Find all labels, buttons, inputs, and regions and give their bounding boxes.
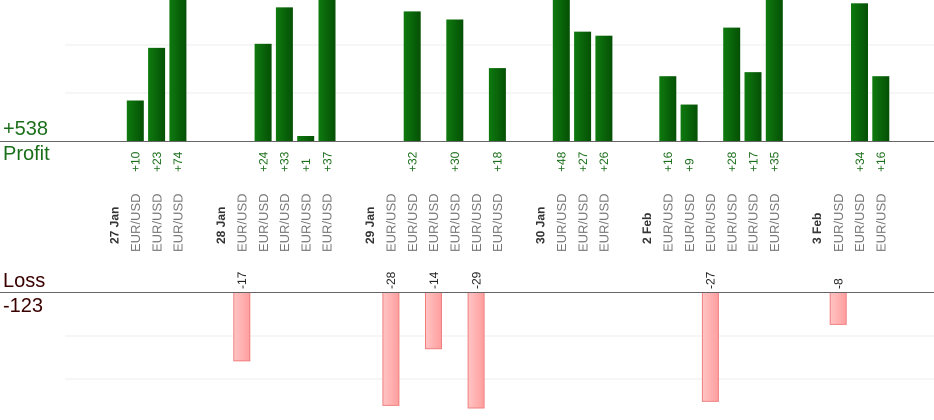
profit-value-label: +30 bbox=[448, 151, 462, 172]
profit-bar bbox=[126, 100, 144, 141]
loss-value-label: -14 bbox=[427, 271, 441, 289]
profit-value-label: +33 bbox=[278, 151, 292, 172]
profit-bar bbox=[872, 76, 890, 141]
profit-bar bbox=[403, 11, 421, 142]
loss-value-label: -27 bbox=[704, 271, 718, 289]
date-label: 3 Feb bbox=[810, 213, 824, 244]
pair-label: EUR/USD bbox=[298, 193, 313, 252]
profit-bar bbox=[169, 0, 187, 141]
date-label: 27 Jan bbox=[107, 207, 121, 244]
profit-bar bbox=[744, 72, 762, 141]
pair-label: EUR/USD bbox=[873, 193, 888, 252]
profit-value-label: +10 bbox=[129, 151, 143, 172]
profit-bar bbox=[148, 47, 166, 141]
profit-value-label: +32 bbox=[406, 151, 420, 172]
profit-value-label: +16 bbox=[661, 151, 675, 172]
profit-value-label: +24 bbox=[256, 151, 270, 172]
pair-label: EUR/USD bbox=[831, 193, 846, 252]
profit-value-label: +28 bbox=[725, 151, 739, 172]
pair-label: EUR/USD bbox=[277, 193, 292, 252]
loss-bar bbox=[829, 292, 847, 325]
pair-label: EUR/USD bbox=[149, 193, 164, 252]
grid-lines bbox=[65, 44, 934, 380]
profit-value-label: +17 bbox=[746, 151, 760, 172]
pair-label: EUR/USD bbox=[703, 193, 718, 252]
bars bbox=[126, 0, 890, 409]
profit-value-label: +35 bbox=[768, 151, 782, 172]
profit-bar bbox=[275, 7, 293, 141]
pair-label: EUR/USD bbox=[320, 193, 335, 252]
pair-label: EUR/USD bbox=[447, 193, 462, 252]
loss-bar bbox=[382, 292, 400, 406]
pair-label: EUR/USD bbox=[597, 193, 612, 252]
profit-bar bbox=[723, 27, 741, 142]
profit-bar bbox=[851, 3, 868, 141]
pair-label: EUR/USD bbox=[234, 193, 249, 252]
date-label: 29 Jan bbox=[363, 207, 377, 244]
loss-bar bbox=[701, 292, 719, 402]
profit-bar bbox=[552, 0, 570, 141]
pair-label: EUR/USD bbox=[171, 193, 186, 252]
profit-value-label: +48 bbox=[555, 151, 569, 172]
profit-bar bbox=[297, 136, 315, 141]
profit-total: +538 bbox=[3, 118, 49, 140]
pair-label: EUR/USD bbox=[490, 193, 505, 252]
loss-value-label: -28 bbox=[384, 271, 398, 289]
date-label: 2 Feb bbox=[640, 213, 654, 244]
labels: 27 Jan EUR/USD +10 EUR/USD +23 EUR/USD +74 28 J… bbox=[107, 151, 888, 289]
pair-label: EUR/USD bbox=[554, 193, 569, 252]
profit-bar bbox=[659, 76, 677, 141]
loss-value-label: -8 bbox=[832, 278, 846, 289]
loss-label: Loss bbox=[3, 270, 46, 292]
profit-bar bbox=[318, 0, 336, 141]
pair-label: EUR/USD bbox=[426, 193, 441, 252]
date-label: 28 Jan bbox=[214, 207, 228, 244]
profit-value-label: +37 bbox=[320, 151, 334, 172]
pair-label: EUR/USD bbox=[575, 193, 590, 252]
profit-bar bbox=[574, 31, 592, 141]
profit-bar bbox=[446, 19, 464, 141]
pair-label: EUR/USD bbox=[128, 193, 143, 252]
profit-value-label: +34 bbox=[853, 151, 867, 172]
profit-bar bbox=[254, 43, 272, 141]
profit-bar bbox=[595, 35, 613, 142]
pair-label: EUR/USD bbox=[405, 193, 420, 252]
pair-label: EUR/USD bbox=[852, 193, 867, 252]
profit-bar bbox=[680, 104, 698, 141]
profit-label: Profit bbox=[3, 143, 50, 165]
pair-label: EUR/USD bbox=[469, 193, 484, 252]
loss-value-label: -17 bbox=[235, 271, 249, 289]
pair-label: EUR/USD bbox=[384, 193, 399, 252]
profit-value-label: +1 bbox=[299, 158, 313, 172]
profit-value-label: +23 bbox=[150, 151, 164, 172]
profit-value-label: +18 bbox=[491, 151, 505, 172]
pair-label: EUR/USD bbox=[660, 193, 675, 252]
loss-bar bbox=[425, 292, 442, 350]
pair-label: EUR/USD bbox=[724, 193, 739, 252]
loss-value-label: -29 bbox=[469, 271, 483, 289]
pair-label: EUR/USD bbox=[746, 193, 761, 252]
loss-bar bbox=[467, 292, 485, 409]
profit-value-label: +27 bbox=[576, 151, 590, 172]
pair-label: EUR/USD bbox=[256, 193, 271, 252]
loss-total: -123 bbox=[3, 295, 44, 317]
profit-value-label: +74 bbox=[171, 151, 185, 172]
loss-bar bbox=[233, 292, 251, 362]
profit-value-label: +16 bbox=[874, 151, 888, 172]
profit-value-label: +26 bbox=[597, 151, 611, 172]
date-label: 30 Jan bbox=[533, 207, 547, 244]
pair-label: EUR/USD bbox=[682, 193, 697, 252]
profit-bar bbox=[765, 0, 783, 141]
profit-value-label: +9 bbox=[682, 158, 696, 172]
axis-lines bbox=[0, 141, 934, 293]
pair-label: EUR/USD bbox=[767, 193, 782, 252]
profit-bar bbox=[488, 68, 506, 141]
